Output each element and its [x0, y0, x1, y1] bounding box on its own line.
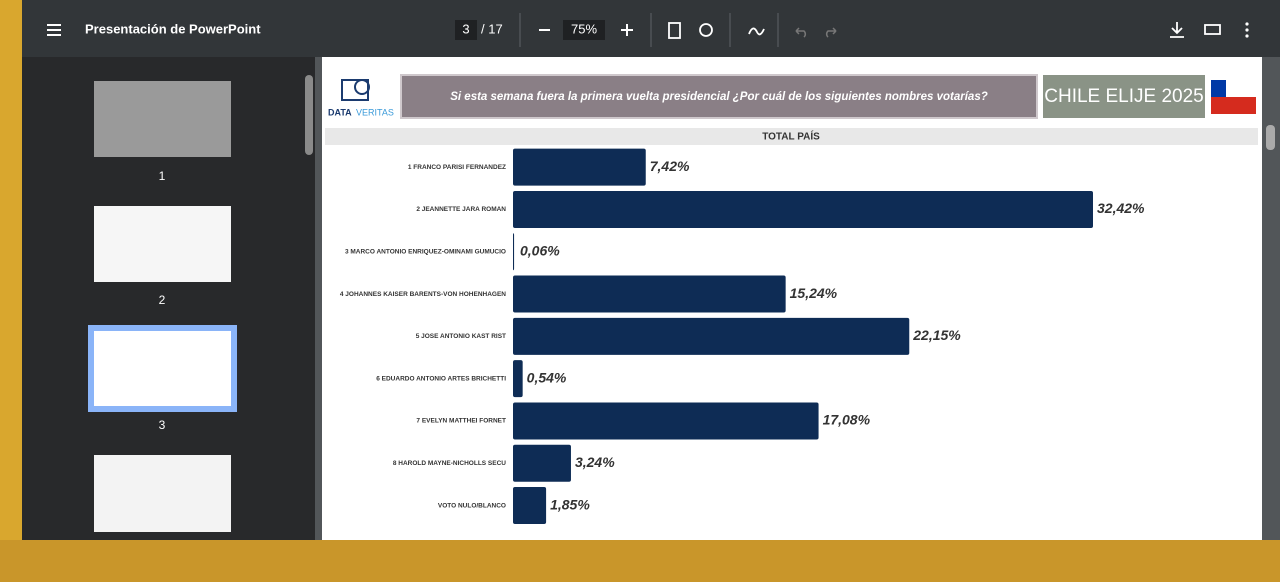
zoom-in[interactable]: [621, 24, 633, 36]
thumb-label: 1: [159, 169, 166, 183]
category-label: 1 FRANCO PARISI FERNANDEZ: [408, 164, 506, 171]
value-label: 15,24%: [790, 285, 838, 301]
category-label: VOTO NULO/BLANCO: [438, 502, 506, 509]
background-band: [0, 540, 1280, 582]
badge-text: CHILE ELIJE 2025: [1044, 86, 1203, 107]
print-icon[interactable]: [1204, 24, 1221, 35]
value-label: 3,24%: [575, 454, 615, 470]
more-icon[interactable]: [1245, 22, 1249, 38]
thumbnail[interactable]: [94, 81, 231, 157]
bar: [513, 360, 523, 398]
question-box: [400, 74, 1038, 119]
thumbnail[interactable]: [94, 331, 231, 406]
undo-icon[interactable]: [795, 27, 807, 38]
value-label: 22,15%: [912, 327, 961, 343]
question: Si esta semana fuera la primera vuelta p…: [450, 91, 988, 103]
page-total: / 17: [481, 21, 503, 36]
fit-icon[interactable]: [668, 22, 681, 39]
redo-icon[interactable]: [825, 27, 837, 38]
sidebar-scrollbar[interactable]: [305, 75, 313, 155]
menu-icon[interactable]: [47, 24, 61, 36]
badge: [1043, 75, 1205, 118]
bar: [513, 487, 547, 525]
bar: [513, 444, 571, 482]
thumbnail[interactable]: [94, 455, 231, 532]
category-label: 5 JOSE ANTONIO KAST RIST: [416, 333, 506, 340]
bar: [513, 402, 819, 440]
page-number[interactable]: 3: [462, 21, 469, 36]
zoom-level[interactable]: 75%: [571, 21, 597, 36]
bar: [513, 317, 910, 355]
draw-icon[interactable]: [748, 27, 765, 36]
logo-text: DATA: [328, 107, 352, 117]
bar: [513, 148, 646, 186]
chart-header: [325, 128, 1258, 145]
bar: [513, 233, 515, 271]
logo-text: VERITAS: [356, 107, 394, 117]
chart-title: TOTAL PAÍS: [762, 130, 820, 143]
category-label: 4 JOHANNES KAISER BARENTS-VON HOHENHAGEN: [340, 291, 506, 298]
value-label: 7,42%: [650, 158, 690, 174]
rotate-icon[interactable]: [699, 23, 713, 37]
bar: [513, 190, 1093, 228]
logo-icon: [354, 79, 370, 95]
page-input[interactable]: [455, 20, 477, 40]
category-label: 3 MARCO ANTONIO ENRIQUEZ-OMINAMI GUMUCIO: [345, 248, 506, 255]
value-label: 1,85%: [550, 496, 590, 512]
category-label: 7 EVELYN MATTHEI FORNET: [416, 418, 506, 425]
value-label: 17,08%: [823, 412, 871, 428]
value-label: 0,54%: [527, 369, 567, 385]
zoom-input[interactable]: [563, 20, 605, 40]
thumbnail[interactable]: [94, 206, 231, 282]
download-icon[interactable]: [1170, 22, 1184, 38]
category-label: 6 EDUARDO ANTONIO ARTES BRICHETTI: [376, 375, 506, 382]
category-label: 2 JEANNETTE JARA ROMAN: [416, 206, 506, 213]
value-label: 32,42%: [1097, 200, 1145, 216]
main-scrollbar[interactable]: [1266, 125, 1275, 150]
flag: [1211, 80, 1256, 114]
doc-title: Presentación de PowerPoint: [85, 21, 261, 36]
thumb-label: 3: [159, 418, 166, 432]
thumb-label: 2: [159, 293, 166, 307]
value-label: 0,06%: [520, 242, 560, 258]
bar: [513, 275, 786, 313]
category-label: 8 HAROLD MAYNE-NICHOLLS SECU: [393, 460, 506, 467]
